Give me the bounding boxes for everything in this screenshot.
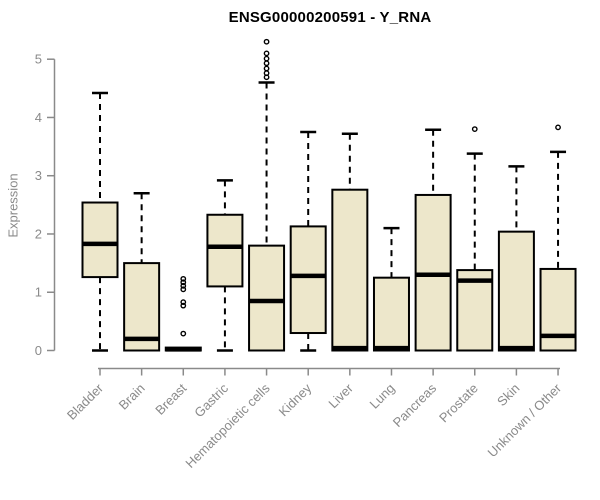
outlier-point (263, 74, 270, 81)
outlier-point (555, 124, 561, 131)
chart-title: ENSG00000200591 - Y_RNA (228, 9, 432, 26)
box (331, 188, 369, 352)
outlier-point (263, 65, 270, 72)
box (81, 201, 119, 279)
x-tick-label: Prostate (436, 381, 481, 426)
outlier-point (180, 275, 187, 282)
x-tick-label: Kidney (276, 380, 315, 419)
x-tick-label: Gastric (191, 380, 231, 420)
outlier-point (263, 55, 270, 62)
box (372, 276, 410, 352)
box (539, 267, 577, 352)
box (123, 262, 161, 352)
box (248, 244, 286, 352)
outlier-point (263, 60, 270, 67)
x-tick-label: Pancreas (390, 380, 440, 430)
box (497, 230, 535, 352)
x-tick-label: Breast (152, 380, 189, 417)
x-tick-label: Liver (325, 380, 356, 411)
x-tick-label: Unknown / Other (485, 380, 565, 460)
outlier-point (180, 279, 187, 286)
x-tick-label: Bladder (64, 380, 107, 423)
x-tick-label: Lung (367, 381, 398, 412)
y-tick-label: 5 (35, 52, 42, 67)
y-tick-label: 0 (35, 343, 42, 358)
y-tick-label: 1 (35, 285, 42, 300)
x-tick-label: Brain (116, 381, 148, 413)
box (289, 225, 327, 335)
box (456, 269, 494, 352)
outlier-point (180, 330, 187, 337)
x-tick-label: Skin (494, 381, 522, 409)
outlier-point (180, 286, 187, 293)
outlier-point (180, 299, 187, 306)
outlier-point (263, 38, 270, 45)
y-tick-label: 4 (35, 110, 42, 125)
box (206, 213, 244, 288)
outlier-point (263, 50, 270, 57)
y-tick-label: 3 (35, 168, 42, 183)
outlier-point (471, 126, 478, 133)
outlier-point (180, 302, 187, 309)
outlier-point (180, 282, 187, 289)
y-tick-label: 2 (35, 226, 42, 241)
